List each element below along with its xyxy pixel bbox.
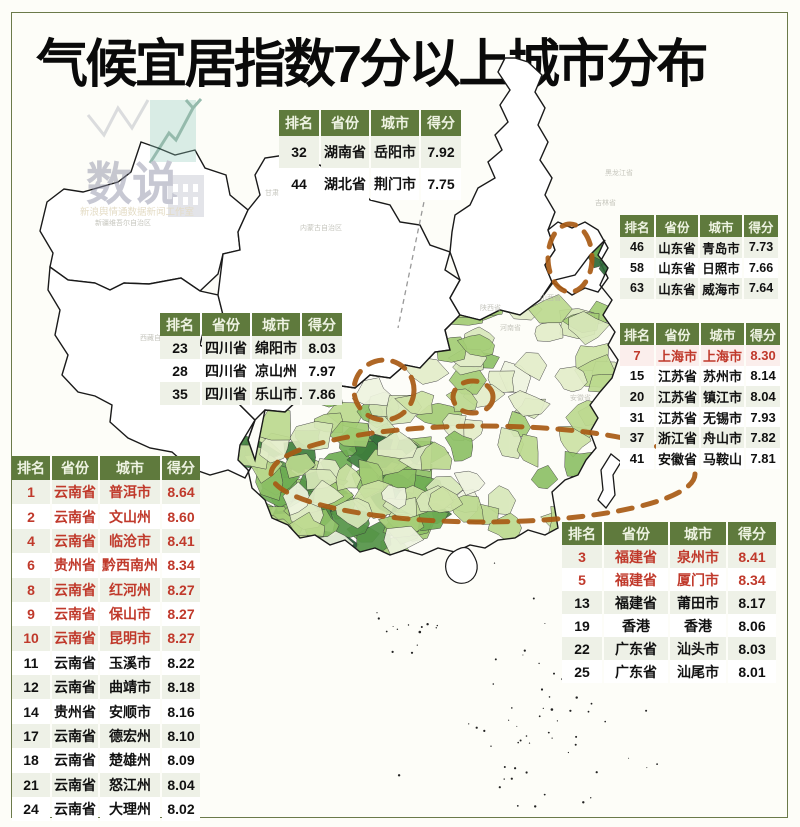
svg-text:内蒙古自治区: 内蒙古自治区 [300, 223, 342, 232]
svg-text:新疆维吾尔自治区: 新疆维吾尔自治区 [95, 218, 151, 227]
svg-text:河南省: 河南省 [500, 323, 521, 332]
svg-text:数说: 数说 [86, 158, 178, 210]
svg-text:山西省: 山西省 [540, 293, 561, 302]
svg-text:安徽省: 安徽省 [570, 393, 591, 402]
svg-text:新浪舆情通数据新闻工作室: 新浪舆情通数据新闻工作室 [80, 206, 194, 218]
svg-text:陕西省: 陕西省 [480, 303, 501, 312]
svg-text:吉林省: 吉林省 [595, 198, 616, 207]
svg-text:黑龙江省: 黑龙江省 [605, 168, 633, 177]
